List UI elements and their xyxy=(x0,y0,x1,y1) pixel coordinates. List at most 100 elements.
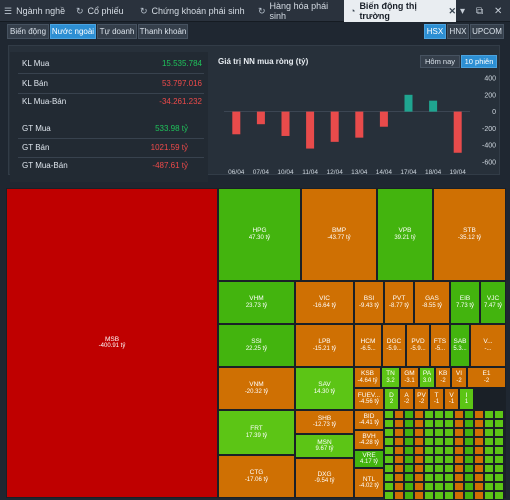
treemap-small-cell[interactable] xyxy=(384,464,394,473)
treemap-small-cell[interactable] xyxy=(444,410,454,419)
treemap-cell-a[interactable]: A -2 xyxy=(399,388,414,410)
treemap-small-cell[interactable] xyxy=(434,437,444,446)
treemap-small-cell[interactable] xyxy=(494,482,504,491)
treemap-small-cell[interactable] xyxy=(474,464,484,473)
treemap-small-cell[interactable] xyxy=(474,473,484,482)
treemap-cell-vhm[interactable]: VHM 23.73 tỷ xyxy=(218,281,295,324)
treemap-small-cell[interactable] xyxy=(434,482,444,491)
treemap-cell-shb[interactable]: SHB -12.73 tỷ xyxy=(295,410,354,434)
treemap-small-cell[interactable] xyxy=(404,419,414,428)
subtab-nuoc-ngoai[interactable]: Nước ngoài xyxy=(50,24,96,39)
treemap-small-cell[interactable] xyxy=(394,464,404,473)
treemap-small-cell[interactable] xyxy=(474,482,484,491)
treemap-small-cell[interactable] xyxy=(424,446,434,455)
close-icon[interactable]: ✕ xyxy=(448,5,456,16)
treemap-small-cell[interactable] xyxy=(414,446,424,455)
treemap-cell-eib[interactable]: EIB 7.73 tỷ xyxy=(450,281,480,324)
treemap-small-cell[interactable] xyxy=(424,437,434,446)
treemap-small-cell[interactable] xyxy=(394,437,404,446)
treemap-small-cell[interactable] xyxy=(454,437,464,446)
tab-chung-khoan-phai-sinh[interactable]: ↻ Chứng khoán phái sinh xyxy=(140,0,260,22)
treemap-small-cell[interactable] xyxy=(464,473,474,482)
treemap-small-cell[interactable] xyxy=(414,419,424,428)
treemap-small-cell[interactable] xyxy=(464,428,474,437)
subtab-thanh-khoan[interactable]: Thanh khoản xyxy=(138,24,188,39)
treemap-small-cell[interactable] xyxy=(394,446,404,455)
treemap-small-cell[interactable] xyxy=(404,446,414,455)
treemap-small-cell[interactable] xyxy=(494,428,504,437)
close-window-icon[interactable]: ✕ xyxy=(494,5,503,17)
treemap-small-cell[interactable] xyxy=(494,473,504,482)
subtab-bien-dong[interactable]: Biến động xyxy=(7,24,49,39)
treemap-cell-frt[interactable]: FRT 17.39 tỷ xyxy=(218,410,295,455)
period-today-button[interactable]: Hôm nay xyxy=(420,55,460,68)
treemap-cell-t[interactable]: T -1 xyxy=(429,388,444,410)
treemap-small-cell[interactable] xyxy=(444,437,454,446)
treemap-small-cell[interactable] xyxy=(444,419,454,428)
treemap-small-cell[interactable] xyxy=(384,482,394,491)
tab-dropdown-icon[interactable]: ▾ xyxy=(460,5,466,17)
treemap-small-cell[interactable] xyxy=(394,455,404,464)
treemap-cell-vpb[interactable]: VPB 39.21 tỷ xyxy=(377,188,433,281)
treemap-small-cell[interactable] xyxy=(384,428,394,437)
treemap-small-cell[interactable] xyxy=(464,437,474,446)
treemap-small-cell[interactable] xyxy=(454,464,464,473)
treemap-cell-bsi[interactable]: BSI -9.43 tỷ xyxy=(354,281,384,324)
treemap-small-cell[interactable] xyxy=(384,437,394,446)
treemap-cell-ksb[interactable]: KSB -4.64 tỷ xyxy=(354,367,381,388)
treemap-cell-vnm[interactable]: VNM -20.32 tỷ xyxy=(218,367,295,410)
treemap-cell-vre[interactable]: VRE 4.17 tỷ xyxy=(354,450,384,468)
treemap-small-cell[interactable] xyxy=(414,473,424,482)
exchange-hsx[interactable]: HSX xyxy=(424,24,446,39)
treemap-small-cell[interactable] xyxy=(464,419,474,428)
treemap-small-cell[interactable] xyxy=(404,473,414,482)
treemap-small-cell[interactable] xyxy=(424,464,434,473)
treemap-small-cell[interactable] xyxy=(484,446,494,455)
period-10-sessions-button[interactable]: 10 phiên xyxy=(461,55,497,68)
treemap-cell-ssi[interactable]: SSI 22.25 tỷ xyxy=(218,324,295,367)
treemap-small-cell[interactable] xyxy=(434,491,444,500)
tab-hang-hoa-phai-sinh[interactable]: ↻ Hàng hóa phái sinh xyxy=(258,0,346,22)
treemap-small-cell[interactable] xyxy=(454,446,464,455)
treemap-small-cell[interactable] xyxy=(474,491,484,500)
treemap-small-cell[interactable] xyxy=(464,446,474,455)
treemap-small-cell[interactable] xyxy=(484,482,494,491)
treemap-small-cell[interactable] xyxy=(454,428,464,437)
treemap-small-cell[interactable] xyxy=(404,455,414,464)
treemap-cell-msb[interactable]: MSB -400.91 tỷ xyxy=(6,188,218,498)
treemap-cell-v[interactable]: V... -... xyxy=(470,324,506,367)
treemap-small-cell[interactable] xyxy=(464,491,474,500)
treemap-small-cell[interactable] xyxy=(384,491,394,500)
treemap-small-cell[interactable] xyxy=(434,464,444,473)
treemap-small-cell[interactable] xyxy=(474,437,484,446)
treemap-cell-dgc[interactable]: DGC -5.9... xyxy=(382,324,406,367)
tab-bien-dong-thi-truong[interactable]: ◔ Biến động thị trường ✕ xyxy=(344,0,456,22)
treemap-small-cell[interactable] xyxy=(484,491,494,500)
treemap-small-cell[interactable] xyxy=(474,428,484,437)
treemap-small-cell[interactable] xyxy=(494,491,504,500)
treemap-small-cell[interactable] xyxy=(484,455,494,464)
treemap-small-cell[interactable] xyxy=(494,455,504,464)
treemap-small-cell[interactable] xyxy=(454,410,464,419)
treemap-cell-tn[interactable]: TN 3.2 xyxy=(381,367,400,388)
treemap-small-cell[interactable] xyxy=(464,482,474,491)
treemap-small-cell[interactable] xyxy=(444,482,454,491)
treemap-small-cell[interactable] xyxy=(454,491,464,500)
treemap-cell-bvh[interactable]: BVH -4.28 tỷ xyxy=(354,430,384,450)
treemap-small-cell[interactable] xyxy=(464,464,474,473)
treemap-cell-bid[interactable]: BID -4.41 tỷ xyxy=(354,410,384,430)
treemap-small-cell[interactable] xyxy=(484,428,494,437)
treemap-small-cell[interactable] xyxy=(414,482,424,491)
treemap-cell-v[interactable]: V -1 xyxy=(444,388,459,410)
treemap-cell-kb[interactable]: KB -2 xyxy=(435,367,451,388)
treemap-small-cell[interactable] xyxy=(424,482,434,491)
treemap-small-cell[interactable] xyxy=(484,419,494,428)
treemap-small-cell[interactable] xyxy=(444,455,454,464)
treemap-small-cell[interactable] xyxy=(474,410,484,419)
treemap-small-cell[interactable] xyxy=(404,410,414,419)
treemap-small-cell[interactable] xyxy=(384,473,394,482)
treemap-small-cell[interactable] xyxy=(384,455,394,464)
treemap-small-cell[interactable] xyxy=(484,464,494,473)
treemap-small-cell[interactable] xyxy=(404,491,414,500)
